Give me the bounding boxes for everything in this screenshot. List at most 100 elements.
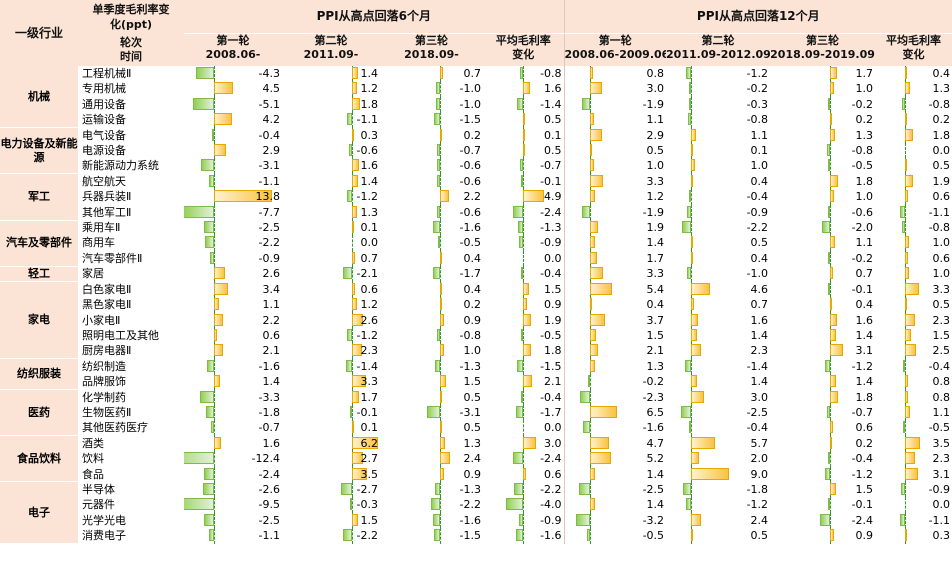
zero-axis-line bbox=[589, 374, 591, 390]
data-bar bbox=[434, 482, 440, 495]
value-cell: 0.5 bbox=[875, 158, 952, 174]
data-bar bbox=[342, 529, 352, 542]
value-label: 1.3 bbox=[360, 205, 379, 219]
table-row: 商用车 -2.2 0.0 -0.5 -0.9 1.4 0.5 1.1 1.0 bbox=[0, 235, 952, 251]
value-cell: -2.2 bbox=[184, 235, 282, 251]
value-label: 2.2 bbox=[262, 313, 281, 327]
value-cell: 0.1 bbox=[282, 420, 380, 436]
avg-12m-header: 平均毛利率 变化 bbox=[875, 33, 952, 66]
value-label: 2.1 bbox=[262, 344, 281, 358]
value-cell: -1.6 bbox=[184, 358, 282, 375]
value-cell: -0.3 bbox=[666, 96, 770, 113]
zero-axis-line bbox=[214, 173, 215, 190]
value-cell: -1.2 bbox=[770, 466, 875, 482]
value-cell: 3.1 bbox=[875, 466, 952, 482]
avg-6m-header: 平均毛利率 变化 bbox=[483, 33, 565, 66]
data-bar bbox=[686, 267, 692, 280]
value-label: 1.4 bbox=[646, 467, 665, 481]
value-label: -2.2 bbox=[356, 529, 378, 543]
value-cell: 0.9 bbox=[770, 528, 875, 544]
zero-axis-line bbox=[523, 250, 524, 267]
value-label: -1.8 bbox=[258, 405, 280, 419]
zero-axis-line bbox=[691, 420, 693, 436]
data-bar bbox=[523, 313, 531, 326]
value-label: -0.2 bbox=[642, 375, 665, 389]
value-cell: 1.0 bbox=[875, 266, 952, 282]
value-label: 0.5 bbox=[750, 236, 769, 250]
value-label: -7.7 bbox=[258, 205, 280, 219]
data-bar bbox=[214, 82, 233, 95]
value-cell: -1.2 bbox=[770, 358, 875, 375]
value-cell: -2.3 bbox=[563, 389, 667, 405]
value-label: -0.4 bbox=[258, 128, 280, 142]
value-cell: 0.5 bbox=[483, 143, 564, 159]
value-label: -0.3 bbox=[356, 498, 378, 512]
data-bar bbox=[589, 467, 596, 480]
value-label: -0.8 bbox=[459, 328, 481, 342]
value-cell: -0.7 bbox=[380, 143, 483, 159]
value-label: -1.7 bbox=[540, 405, 562, 419]
value-label: 1.0 bbox=[646, 159, 665, 173]
value-label: 1.5 bbox=[360, 513, 379, 527]
table-row: 光学光电 -2.5 1.5 -1.6 -0.9 -3.2 2.4 -2.4 -1.1 bbox=[0, 512, 952, 529]
data-bar bbox=[589, 498, 596, 511]
data-bar bbox=[440, 190, 450, 203]
data-bar bbox=[517, 97, 523, 110]
zero-axis-line bbox=[905, 420, 907, 436]
data-bar bbox=[689, 82, 692, 95]
value-cell: 1.7 bbox=[282, 389, 380, 405]
sub-industry-cell: 乘用车Ⅱ bbox=[82, 221, 121, 235]
data-bar bbox=[352, 82, 358, 95]
data-bar bbox=[830, 421, 833, 434]
sub-industry-cell: 小家电Ⅱ bbox=[82, 313, 121, 327]
table-row: 黑色家电Ⅱ 1.1 1.2 0.2 0.9 0.4 0.7 0.4 0.5 bbox=[0, 297, 952, 313]
zero-axis-line bbox=[214, 250, 215, 267]
value-cell: -0.2 bbox=[770, 96, 875, 113]
value-cell: 1.4 bbox=[184, 374, 282, 390]
value-cell: -4.3 bbox=[184, 66, 282, 82]
value-label: 1.2 bbox=[360, 298, 379, 312]
zero-axis-line bbox=[214, 204, 215, 221]
data-bar bbox=[346, 359, 352, 372]
value-label: 1.9 bbox=[646, 221, 665, 235]
value-label: 1.2 bbox=[646, 190, 665, 204]
data-bar bbox=[830, 390, 838, 403]
data-bar bbox=[689, 97, 692, 110]
value-label: 1.4 bbox=[750, 328, 769, 342]
data-bar bbox=[352, 159, 359, 172]
value-cell: 0.9 bbox=[483, 297, 564, 313]
zero-axis-line bbox=[523, 66, 524, 82]
value-cell: 1.5 bbox=[770, 481, 875, 498]
table-row: 纺织服装 纺织制造 -1.6 -1.4 -1.3 -1.5 1.3 -1.4 -1.2 -0.4 bbox=[0, 358, 952, 391]
data-bar bbox=[828, 251, 831, 264]
table-row: 运输设备 4.2 -1.1 -1.5 0.5 1.1 -0.8 0.2 0.2 bbox=[0, 112, 952, 128]
value-label: 0.0 bbox=[544, 421, 562, 435]
value-label: -0.2 bbox=[851, 251, 874, 265]
industry-cell: 纺织服装 bbox=[0, 358, 78, 391]
data-bar bbox=[352, 205, 358, 218]
value-label: -1.2 bbox=[356, 190, 378, 204]
value-cell: 1.4 bbox=[282, 66, 380, 82]
value-label: 4.6 bbox=[750, 282, 769, 296]
data-bar bbox=[506, 498, 523, 511]
data-bar bbox=[352, 128, 354, 141]
value-cell: 3.3 bbox=[563, 266, 667, 282]
zero-axis-line bbox=[523, 451, 524, 467]
value-label: -1.6 bbox=[459, 513, 481, 527]
sub-industry-cell: 光学光电 bbox=[82, 513, 126, 527]
table-row: 食品饮料 酒类 1.6 6.2 1.3 3.0 4.7 5.7 0.2 3.5 bbox=[0, 435, 952, 483]
sub-industry-cell: 饮料 bbox=[82, 452, 104, 466]
data-bar bbox=[685, 498, 692, 511]
value-label: 0.2 bbox=[855, 113, 874, 127]
value-cell: 0.6 bbox=[770, 420, 875, 436]
value-cell: -3.1 bbox=[184, 158, 282, 174]
value-cell: 0.7 bbox=[770, 266, 875, 282]
value-cell: 6.5 bbox=[563, 404, 667, 421]
value-label: 4.2 bbox=[262, 113, 281, 127]
data-bar bbox=[435, 82, 440, 95]
data-bar bbox=[589, 267, 604, 280]
data-bar bbox=[589, 344, 599, 357]
data-bar bbox=[589, 436, 610, 449]
data-bar bbox=[687, 113, 692, 126]
value-label: -0.4 bbox=[540, 267, 562, 281]
